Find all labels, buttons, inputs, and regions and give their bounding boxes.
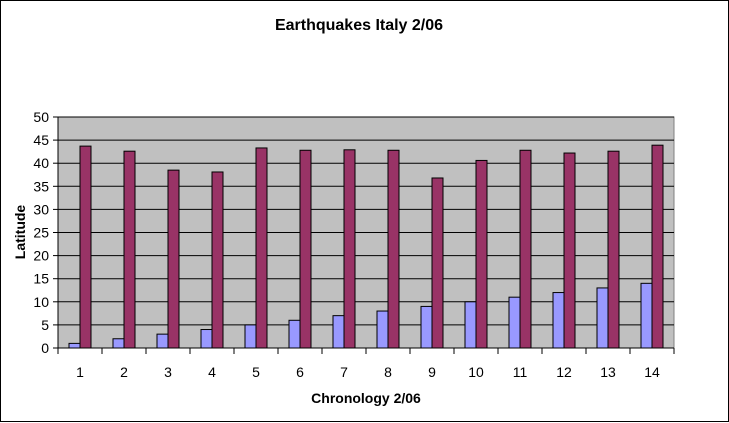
bar [431, 177, 444, 349]
chart-title: Earthquakes Italy 2/06 [275, 17, 443, 34]
bar [552, 292, 565, 349]
y-tick-label: 0 [41, 340, 49, 356]
y-tick-label: 50 [33, 109, 49, 125]
y-tick-label: 5 [41, 317, 49, 333]
bar [255, 147, 268, 349]
bar [508, 296, 521, 349]
x-tick-label: 1 [76, 364, 84, 380]
y-tick-label: 40 [33, 155, 49, 171]
bar [79, 145, 92, 349]
x-tick-label: 9 [428, 364, 436, 380]
bar [299, 149, 312, 349]
bar [607, 150, 620, 349]
x-tick-label: 11 [513, 364, 528, 380]
bars [68, 144, 664, 349]
bar [640, 282, 653, 349]
x-tick-label: 5 [252, 364, 260, 380]
y-tick-label: 30 [33, 201, 49, 217]
bar [332, 315, 345, 349]
y-tick-label: 20 [33, 248, 49, 264]
x-tick-label: 6 [296, 364, 304, 380]
x-tick-label: 7 [340, 364, 348, 380]
x-tick-labels: 1 2 3 4 5 6 7 8 9 10 11 12 13 14 [76, 364, 660, 380]
bar [211, 171, 224, 349]
x-tick-label: 8 [384, 364, 392, 380]
bar [156, 333, 169, 349]
x-tick-label: 3 [164, 364, 172, 380]
bar [343, 149, 356, 349]
bar [244, 324, 257, 349]
y-tick-label: 10 [33, 294, 49, 310]
bar [563, 152, 576, 349]
bar [112, 338, 125, 349]
y-tick-labels: 0 5 10 15 20 25 30 35 40 45 50 [33, 109, 49, 356]
bar [420, 305, 433, 349]
bar [464, 301, 477, 349]
x-tick-label: 14 [644, 364, 660, 380]
bar [376, 310, 389, 349]
bar [519, 149, 532, 349]
bar [200, 329, 213, 349]
bar [651, 144, 664, 349]
x-axis-title: Chronology 2/06 [311, 390, 421, 406]
y-tick-label: 15 [33, 271, 49, 287]
bar [167, 169, 180, 349]
bar [288, 319, 301, 349]
y-tick-label: 25 [33, 225, 49, 241]
x-tick-label: 2 [120, 364, 128, 380]
x-tick-label: 13 [600, 364, 616, 380]
y-axis-title: Latitude [12, 205, 28, 260]
bar [68, 342, 81, 349]
bar [475, 159, 488, 349]
bar [387, 149, 400, 349]
axes [53, 116, 675, 354]
bar [123, 150, 136, 349]
bar [596, 287, 609, 349]
x-tick-label: 10 [468, 364, 484, 380]
x-tick-label: 4 [208, 364, 216, 380]
y-tick-label: 35 [33, 178, 49, 194]
y-tick-label: 45 [33, 132, 49, 148]
x-tick-label: 12 [556, 364, 572, 380]
